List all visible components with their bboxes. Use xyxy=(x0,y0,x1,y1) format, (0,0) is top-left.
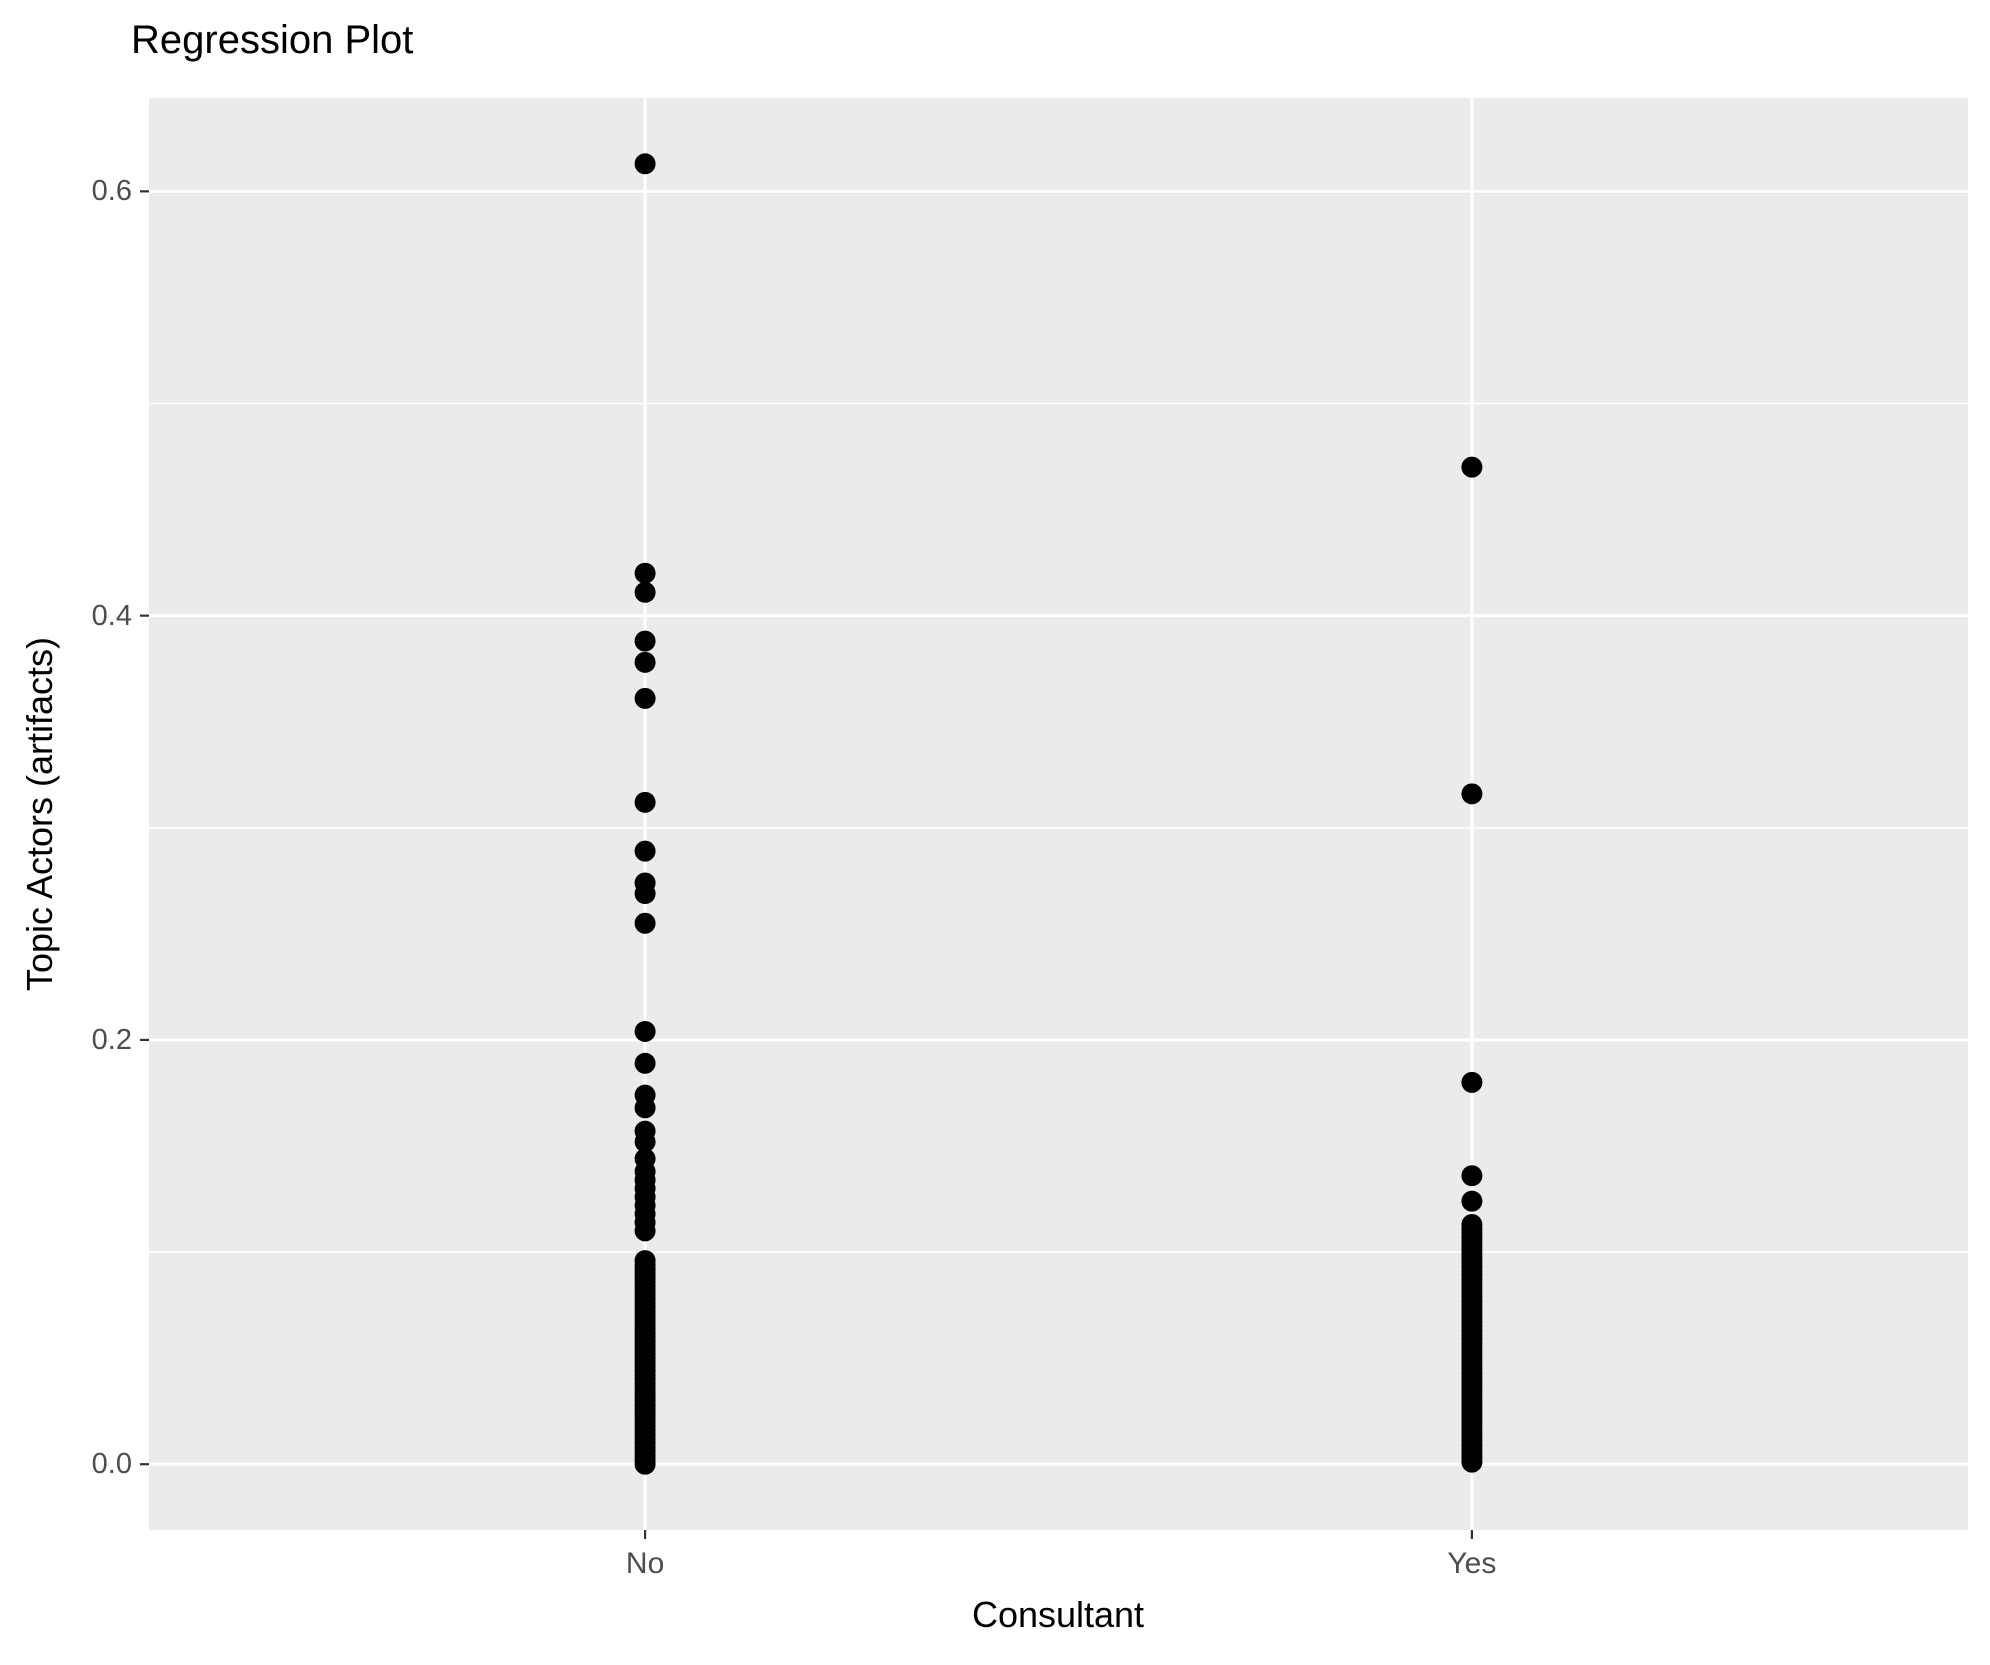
data-point xyxy=(634,1020,656,1042)
data-point xyxy=(634,153,656,175)
data-point xyxy=(634,651,656,673)
data-point xyxy=(634,581,656,603)
data-point xyxy=(634,1097,656,1119)
data-point xyxy=(1461,1190,1483,1212)
data-point xyxy=(634,1131,656,1153)
data-point xyxy=(634,791,656,813)
x-axis-title: Consultant xyxy=(971,1594,1145,1635)
data-point xyxy=(634,883,656,905)
data-point xyxy=(634,1052,656,1074)
data-point xyxy=(1461,1451,1483,1473)
data-point xyxy=(1461,456,1483,478)
data-point xyxy=(1461,1071,1483,1093)
data-point xyxy=(634,1453,656,1475)
y-tick-label: 0.4 xyxy=(91,599,132,632)
x-tick-label: No xyxy=(625,1547,665,1580)
data-point xyxy=(634,562,656,584)
y-axis-title: Topic Actors (artifacts) xyxy=(19,636,60,992)
data-point xyxy=(634,840,656,862)
x-tick-label: Yes xyxy=(1447,1547,1497,1580)
y-tick-label: 0.2 xyxy=(91,1023,132,1056)
plot-panel xyxy=(149,98,1968,1530)
y-tick-label: 0.0 xyxy=(91,1448,132,1481)
data-point xyxy=(634,630,656,652)
data-point xyxy=(634,912,656,934)
y-tick-label: 0.6 xyxy=(91,175,132,208)
data-point xyxy=(634,1220,656,1242)
data-point xyxy=(634,687,656,709)
plot-title: Regression Plot xyxy=(131,18,414,62)
data-point xyxy=(1461,783,1483,805)
data-point xyxy=(1461,1165,1483,1187)
